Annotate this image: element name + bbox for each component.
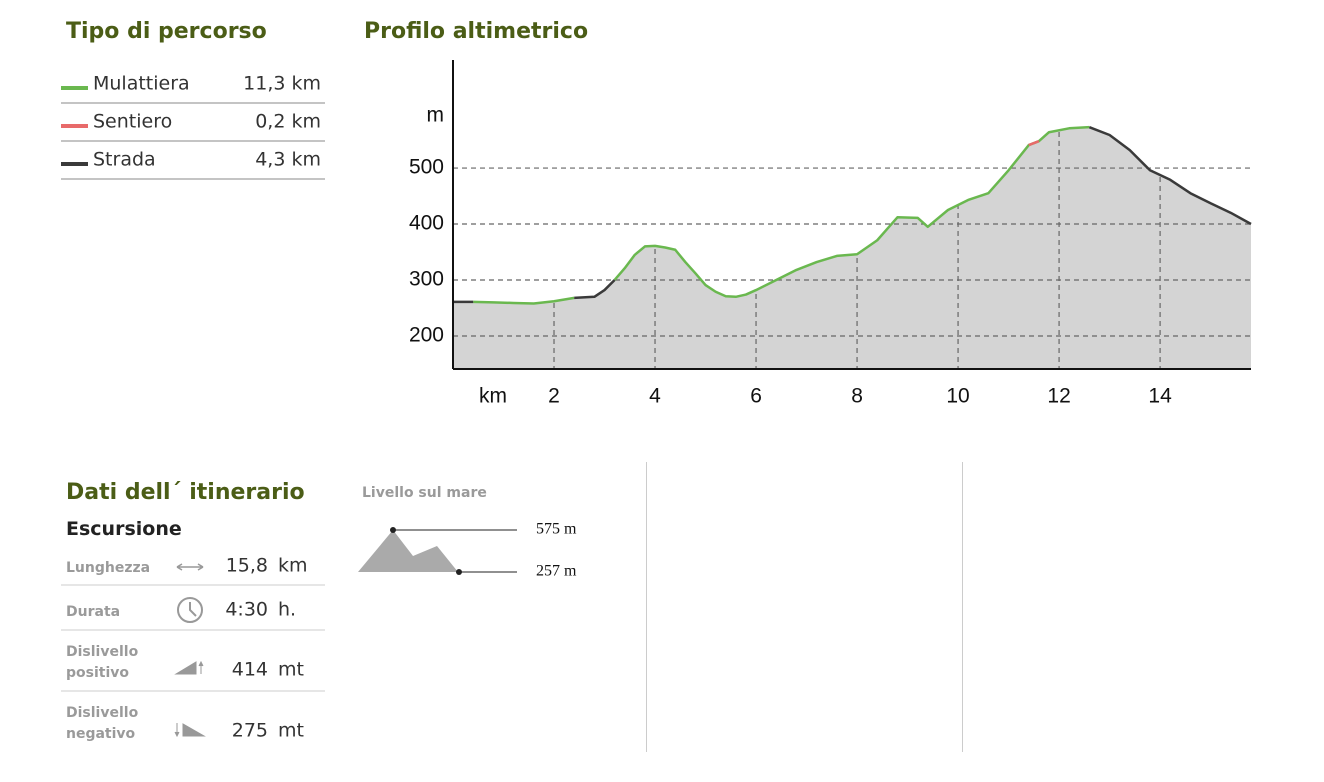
row-value: 275 <box>232 720 268 742</box>
profile-area <box>453 127 1251 369</box>
row-label: positivo <box>66 665 129 681</box>
legend-length: 4,3 km <box>255 149 321 171</box>
subtitle: Escursione <box>66 518 182 540</box>
row-value: 15,8 <box>226 555 268 577</box>
x-tick-label: 10 <box>946 385 969 408</box>
x-tick-label: 4 <box>649 385 661 408</box>
section-title: Tipo di percorso <box>66 19 267 44</box>
row-value: 414 <box>232 659 268 681</box>
section-title: Dati dell´ itinerario <box>66 480 305 505</box>
profile-line <box>473 125 1090 305</box>
length-icon <box>176 563 204 571</box>
row-unit: km <box>278 555 308 577</box>
profile-line <box>453 126 1252 304</box>
y-axis-label: m <box>427 104 445 127</box>
row-label: negativo <box>66 726 136 742</box>
y-tick-label: 400 <box>409 212 444 235</box>
max-elevation: 575 m <box>536 521 577 538</box>
y-tick-label: 300 <box>409 268 444 291</box>
profile-chart: 200 300 400 500 2 4 6 8 10 12 14 m km <box>409 60 1252 408</box>
legend-length: 0,2 km <box>255 111 321 133</box>
sea-level-title: Livello sul mare <box>362 485 487 501</box>
row-unit: h. <box>278 599 296 621</box>
section-title: Profilo altimetrico <box>364 19 588 44</box>
profile-line <box>1028 140 1040 147</box>
legend-label: Mulattiera <box>93 73 190 95</box>
legend-label: Sentiero <box>93 111 172 133</box>
row-label: Durata <box>66 604 120 620</box>
descent-icon <box>174 723 206 738</box>
x-tick-label: 2 <box>548 385 560 408</box>
row-label: Lunghezza <box>66 560 150 576</box>
y-tick-label: 500 <box>409 156 444 179</box>
x-tick-label: 8 <box>851 385 863 408</box>
row-unit: mt <box>278 720 304 742</box>
legend: Mulattiera 11,3 km Sentiero 0,2 km Strada 4,3… <box>61 73 325 180</box>
row-label: Dislivello <box>66 705 139 721</box>
x-tick-label: 14 <box>1148 385 1172 408</box>
max-dot <box>390 527 396 533</box>
legend-length: 11,3 km <box>243 73 321 95</box>
y-tick-label: 200 <box>409 324 444 347</box>
x-tick-label: 12 <box>1047 385 1070 408</box>
row-unit: mt <box>278 659 304 681</box>
min-dot <box>456 569 462 575</box>
min-elevation: 257 m <box>536 563 577 580</box>
row-label: Dislivello <box>66 644 139 660</box>
legend-label: Strada <box>93 149 156 171</box>
x-tick-label: 6 <box>750 385 762 408</box>
ascent-icon <box>174 660 204 675</box>
mountain-icon <box>358 530 458 572</box>
x-axis-label: km <box>479 385 507 408</box>
row-value: 4:30 <box>225 599 268 621</box>
clock-icon <box>177 597 203 623</box>
